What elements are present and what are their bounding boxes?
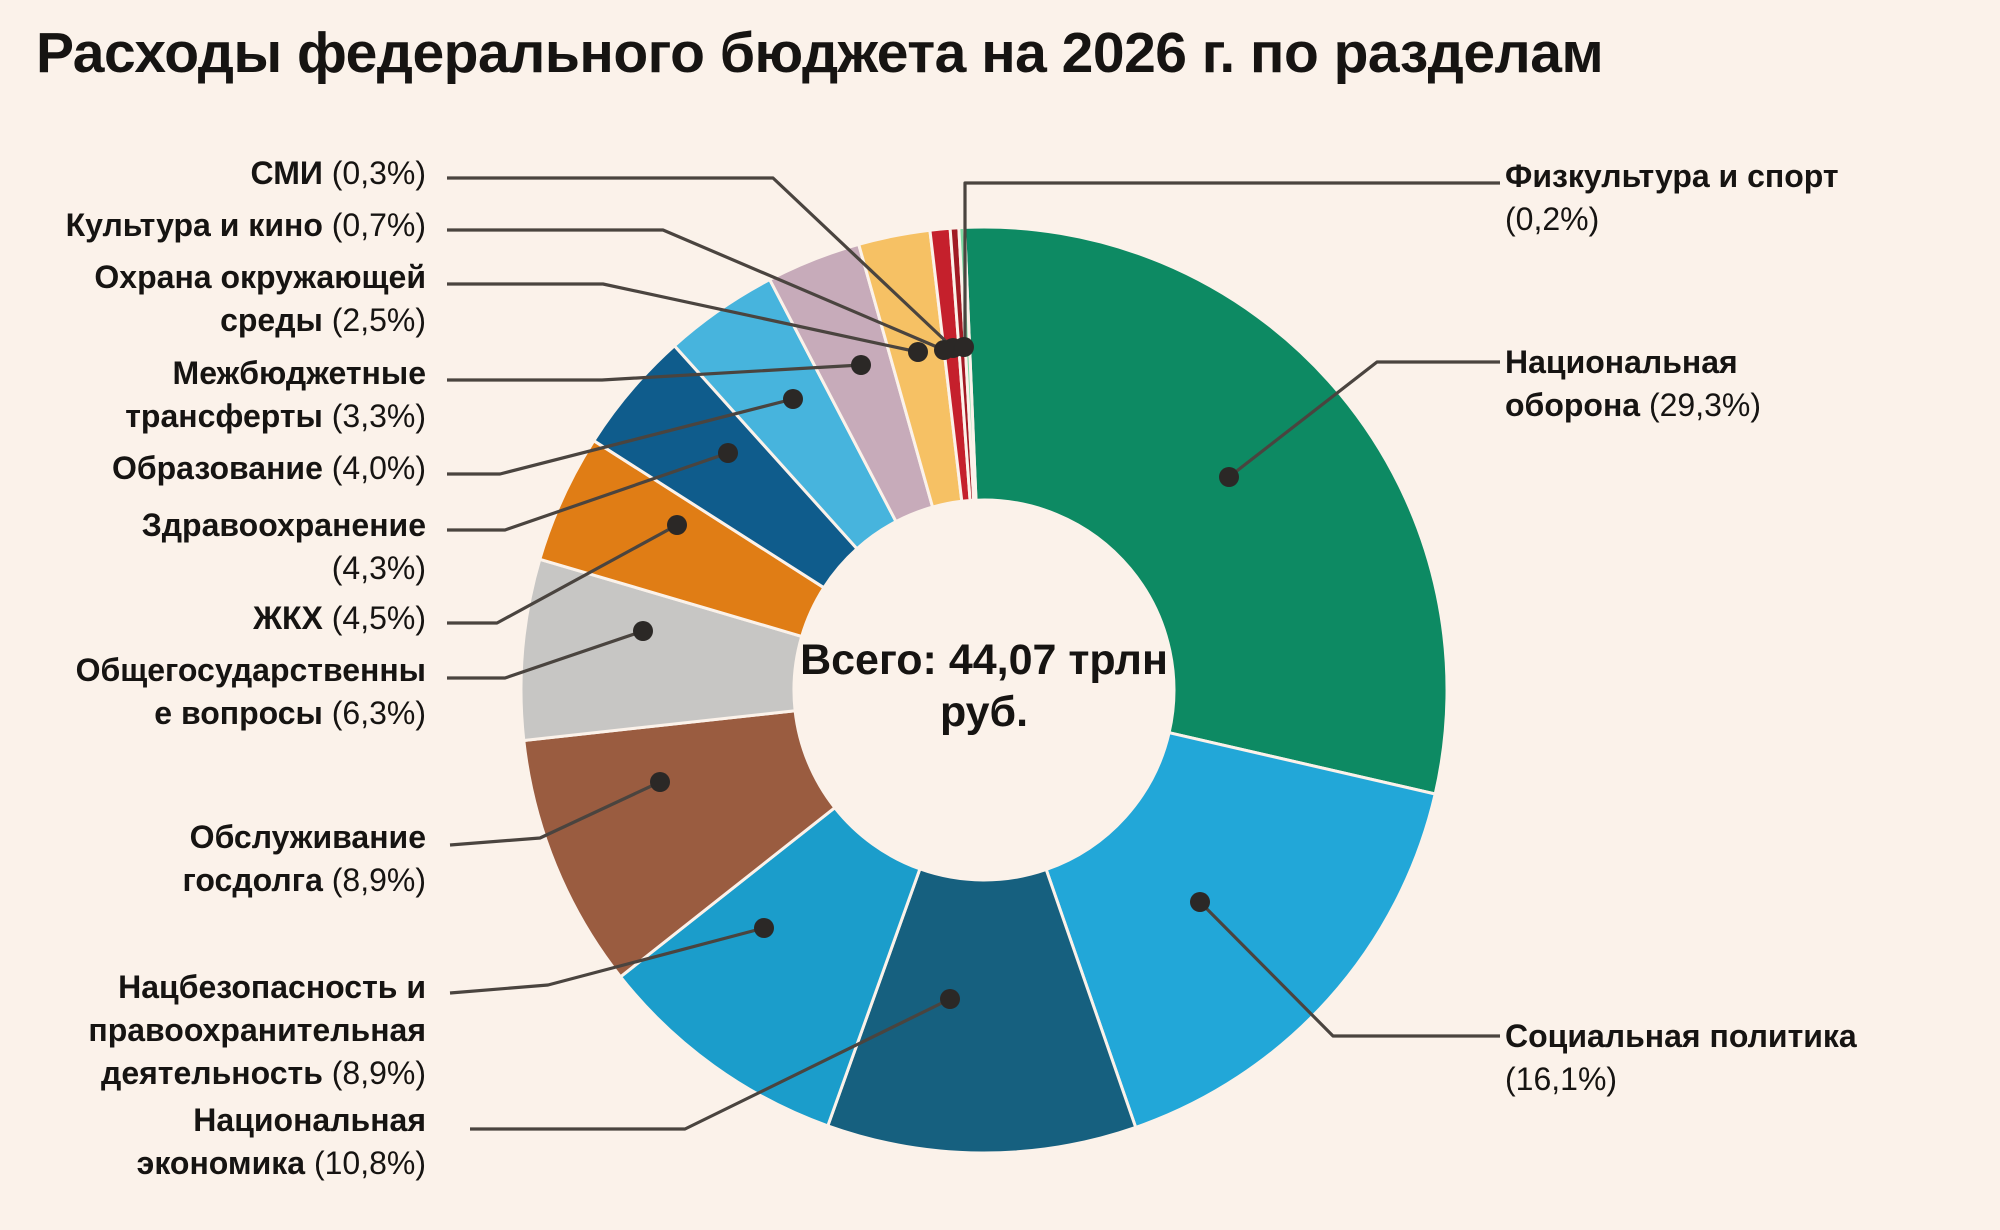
callout-line: деятельность (8,9%) — [101, 1055, 426, 1091]
callout-sotspolitika: Социальная политика (16,1%) — [1505, 1015, 1857, 1101]
callout-ohrana: Охрана окружающей среды (2,5%) — [94, 256, 426, 342]
donut-slice-физкультура-и-спорт — [957, 225, 978, 502]
leader-line-kultura — [447, 228, 945, 352]
leader-dot-sotspolitika — [1190, 892, 1210, 912]
callout-line: Нацбезопасность и — [118, 969, 426, 1005]
leader-line-smi — [447, 176, 955, 350]
leader-line-zdrav — [447, 451, 729, 532]
callout-zdrav: Здравоохранение (4,3%) — [142, 504, 426, 590]
callout-line: ЖКХ (4,5%) — [253, 600, 426, 636]
donut-slice-нацбезопасность-и-правоохранительная-деятельность — [619, 806, 922, 1128]
donut-slice-национальная-оборона — [963, 225, 1449, 796]
leader-dot-natsekonomika — [940, 989, 960, 1009]
callout-line: Здравоохранение — [141, 507, 426, 543]
callout-line: (4,3%) — [331, 550, 426, 586]
callout-obrazovanie: Образование (4,0%) — [112, 447, 426, 490]
callout-oborona: Национальная оборона (29,3%) — [1505, 341, 1761, 427]
callout-kultura: Культура и кино (0,7%) — [66, 204, 426, 247]
leader-line-obshchegos — [447, 629, 644, 680]
callout-line: Физкультура и спорт — [1505, 158, 1839, 194]
callout-line: Образование (4,0%) — [111, 450, 426, 486]
callout-obshchegos: Общегосударственны е вопросы (6,3%) — [76, 649, 426, 735]
donut-slices — [519, 225, 1449, 1155]
callout-line: Социальная политика — [1505, 1018, 1857, 1054]
donut-center-total: Всего: 44,07 трлн руб. — [800, 635, 1168, 736]
callout-mezhbyudzhet: Межбюджетные трансферты (3,3%) — [125, 352, 426, 438]
leader-dot-fizkultura — [954, 337, 974, 357]
leader-line-zhkh — [447, 523, 678, 625]
leader-line-fizkultura — [963, 181, 1500, 345]
leader-line-natsekonomika — [470, 997, 951, 1131]
donut-slice-социальная-политика — [1044, 731, 1437, 1129]
leader-dot-obshchegos — [633, 621, 653, 641]
callout-line: трансферты (3,3%) — [125, 398, 426, 434]
leader-dot-mezhbyudzhet — [851, 355, 871, 375]
leader-lines — [447, 176, 1500, 1131]
leader-dot-kultura — [934, 340, 954, 360]
leader-line-mezhbyudzhet — [447, 363, 862, 382]
leader-line-sotspolitika — [1198, 900, 1500, 1038]
leader-line-oborona — [1228, 360, 1500, 479]
callout-line: Национальная — [1505, 344, 1738, 380]
leader-dot-natsbez — [754, 918, 774, 938]
callout-zhkh: ЖКХ (4,5%) — [253, 597, 426, 640]
donut-slice-национальная-экономика — [826, 867, 1138, 1155]
leader-dot-ohrana — [908, 342, 928, 362]
callout-line: е вопросы (6,3%) — [154, 695, 426, 731]
callout-line: Межбюджетные — [172, 355, 426, 391]
leader-dot-oborona — [1219, 467, 1239, 487]
leader-dot-obrazovanie — [783, 389, 803, 409]
leader-line-obrazovanie — [447, 397, 794, 476]
leader-dot-zdrav — [718, 443, 738, 463]
leader-dot-zhkh — [667, 515, 687, 535]
callout-line: Общегосударственны — [75, 652, 426, 688]
callout-natsekonomika: Национальная экономика (10,8%) — [137, 1099, 426, 1185]
callout-fizkultura: Физкультура и спорт (0,2%) — [1505, 155, 1839, 241]
callout-gosdolg: Обслуживание госдолга (8,9%) — [183, 816, 426, 902]
callout-line: (0,2%) — [1505, 201, 1600, 237]
callout-line: СМИ (0,3%) — [250, 155, 426, 191]
callout-line: (16,1%) — [1505, 1061, 1618, 1097]
callout-line: Культура и кино (0,7%) — [65, 207, 426, 243]
leader-line-natsbez — [449, 926, 765, 995]
callout-line: экономика (10,8%) — [136, 1145, 426, 1181]
callout-line: Национальная — [193, 1102, 426, 1138]
leader-line-gosdolg — [449, 780, 661, 847]
callout-line: оборона (29,3%) — [1505, 387, 1762, 423]
callout-line: правоохранительная — [88, 1012, 426, 1048]
callout-line: среды (2,5%) — [220, 302, 426, 338]
callout-line: госдолга (8,9%) — [182, 862, 426, 898]
leader-dot-gosdolg — [650, 772, 670, 792]
page-title: Расходы федерального бюджета на 2026 г. … — [36, 21, 1604, 85]
callout-line: Охрана окружающей — [94, 259, 426, 295]
callout-natsbez: Нацбезопасность и правоохранительная деяте… — [88, 966, 426, 1095]
callout-smi: СМИ (0,3%) — [251, 152, 426, 195]
leader-line-ohrana — [447, 282, 919, 354]
donut-slice-обслуживание-госдолга — [522, 709, 837, 979]
callout-line: Обслуживание — [189, 819, 426, 855]
